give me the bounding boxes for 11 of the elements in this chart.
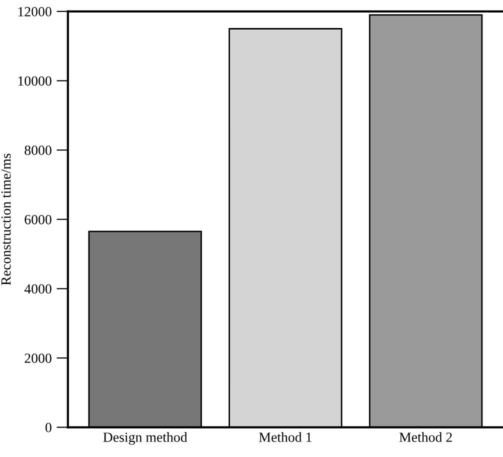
y-tick-label: 2000 [24,354,52,363]
x-tick-label: Method 2 [399,432,452,442]
y-tick-label: 6000 [24,214,52,224]
y-tick-label: 4000 [24,284,52,294]
y-tick-label: 0 [46,422,52,432]
y-tick-label: 12000 [18,7,52,16]
x-tick-label: Design method [103,432,188,445]
x-tick-label: Method 1 [259,432,312,442]
y-axis-title: Reconstruction time/ms [1,154,11,286]
y-tick-label: 10000 [18,76,52,86]
y-tick-label: 8000 [24,146,52,156]
